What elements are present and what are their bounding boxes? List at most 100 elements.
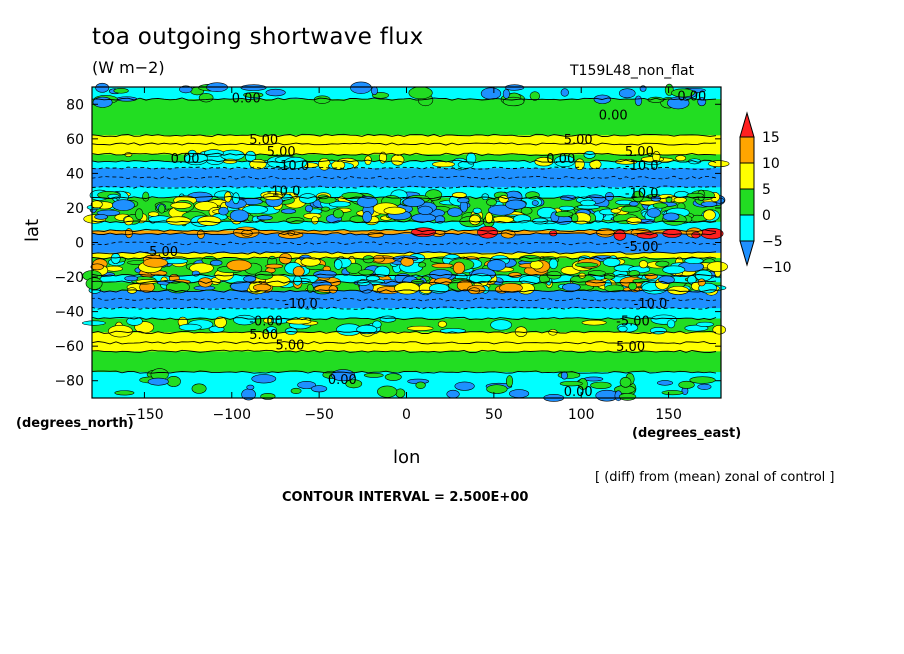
x-tick-label: 150 [655,407,682,423]
y-axis: −80 −60 −40 −20 0 20 40 60 80 [54,97,721,390]
x-axis-unit: (degrees_east) [632,426,742,441]
noise-patch [581,319,607,326]
contour-line [91,251,717,255]
noise-patch [662,265,686,274]
noise-patch [487,259,507,272]
contour-label: 5.00 [249,133,278,148]
noise-patch [548,258,558,270]
noise-patch [703,209,716,221]
noise-patch [283,156,307,170]
noise-patch [437,320,447,328]
noise-patch [126,316,143,326]
x-tick-label: 100 [568,407,595,423]
x-tick-label: −100 [213,407,251,423]
noise-patch [400,257,414,267]
noise-patch [452,261,466,275]
contour-line-dashed [91,241,717,246]
contour-line [91,228,717,233]
noise-patch [223,158,238,164]
noise-patch [574,262,599,268]
contour-line [91,349,717,353]
noise-patch [362,211,373,223]
noise-patch [135,208,144,221]
diff-note: [ (diff) from (mean) zonal of control ] [595,470,835,485]
x-axis-label: lon [393,447,421,468]
noise-patch [406,325,434,331]
band-6 [92,168,721,188]
noise-patch [559,380,583,387]
contour-label: 5.00 [267,145,296,160]
noise-patch [254,271,274,280]
contour-label: 5.00 [249,328,278,343]
noise-patch [657,380,673,386]
y-axis-label: lat [22,218,43,242]
noise-patch [328,200,351,208]
x-tick-label: 0 [402,407,411,423]
noise-patch [251,374,277,384]
contour-label: 0.00 [328,373,357,388]
noise-patch [466,152,477,165]
y-tick-label: 40 [66,166,84,182]
noise-patch [666,319,676,329]
contour-line-dashed [91,175,717,180]
noise-patch [147,211,160,217]
noise-patch [583,376,604,382]
noise-patch [417,262,427,268]
contour-label: -10.0 [625,186,659,201]
noise-patch [678,380,695,389]
noise-patch [198,277,213,288]
x-tick-label: −150 [125,407,163,423]
noise-patch [290,387,302,394]
noise-patch [124,275,139,282]
noise-patch [114,390,135,396]
noise-patch [673,196,687,204]
y-tick-label: 80 [66,97,84,113]
noise-patch [242,205,269,214]
colorbar-arrow-top [739,111,755,138]
noise-patch [286,318,312,325]
noise-patch [377,385,398,398]
contour-label: -10.0 [634,297,668,312]
band-3 [92,144,721,155]
noise-patch [229,209,249,222]
contour-line [91,97,717,101]
noise-patch [604,284,625,293]
contour-label: -10.0 [267,185,301,200]
contour-label: -0.00 [249,314,283,329]
noise-patch [280,208,297,214]
band-21 [92,351,721,373]
noise-patch [297,381,316,389]
noise-patch [197,215,222,226]
noise-patch [602,257,621,267]
noise-patch [311,385,328,393]
contour-line [91,289,717,293]
noise-patch [321,206,330,212]
noise-patch [696,321,714,327]
band-17 [92,308,721,320]
noise-patch [431,263,454,269]
y-tick-label: −20 [54,270,84,286]
noise-patch [110,252,121,264]
noise-patch [700,201,718,208]
contour-line [91,133,717,137]
noise-patch [529,91,541,101]
contour-line [91,256,717,260]
noise-patch [454,381,475,391]
noise-patch [178,323,202,331]
contour-label: 5.00 [625,145,654,160]
noise-patch [485,212,493,224]
contour-label: 0.00 [599,109,628,124]
noise-patch [432,161,455,168]
colorbar-segment [739,214,755,242]
contour-label: 0.00 [677,90,706,105]
band-11 [92,233,721,254]
noise-patch [610,208,621,214]
noise-patch [293,275,302,286]
noise-patch [446,389,460,399]
x-tick-label: 50 [485,407,503,423]
noise-patch [587,270,606,277]
noise-patch [634,95,643,106]
noise-patch [691,231,701,239]
contour-label: -5.00 [625,240,659,255]
noise-patch [311,215,319,225]
